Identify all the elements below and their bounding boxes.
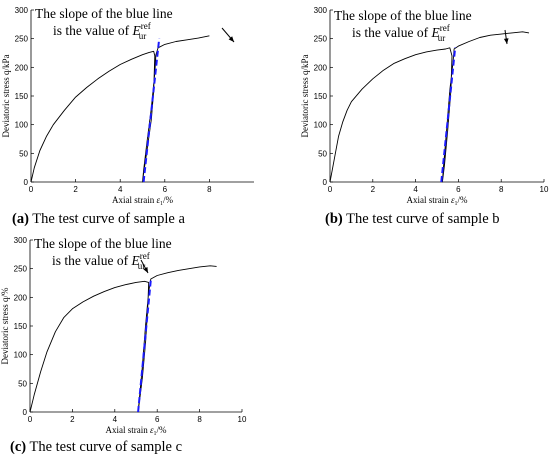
- y-tick-label: 250: [15, 35, 29, 44]
- y-tick-label: 50: [18, 379, 27, 388]
- annotation-line-2: is the value of Eref ur: [352, 23, 450, 43]
- y-tick-label: 200: [15, 63, 29, 72]
- x-tick-label: 2: [371, 185, 376, 194]
- annotation-line-1: The slope of the blue line: [334, 8, 472, 23]
- y-tick-label: 300: [314, 6, 328, 15]
- unload-reload-slope-line: [440, 47, 457, 183]
- y-tick-label: 100: [314, 121, 328, 130]
- y-tick-label: 50: [19, 149, 28, 158]
- x-tick-label: 8: [499, 185, 504, 194]
- x-axis-label: Axial strain ε1/%: [406, 195, 468, 207]
- y-axis-label: Deviatoric stress q/%: [0, 287, 10, 364]
- y-axis-label: Deviatoric stress q/kPa: [300, 55, 310, 138]
- y-tick-label: 200: [314, 63, 328, 72]
- x-tick-label: 6: [456, 185, 461, 194]
- unload-reload-slope-line: [142, 38, 161, 183]
- y-tick-label: 150: [314, 92, 328, 101]
- chart-c: 0 50 100 150 200 250 300 0 2 4 6 8 10 Axial strain ε1…: [0, 236, 247, 437]
- stress-strain-curve: [329, 31, 530, 183]
- caption-c-letter: (c): [10, 439, 27, 455]
- x-tick-label: 6: [163, 185, 168, 194]
- unload-reload-slope-line: [137, 280, 152, 413]
- caption-a: (a) The test curve of sample a: [12, 211, 185, 228]
- chart-a: 0 50 100 150 200 250 300 0 2 4 6 8 Axial strain ε1/%…: [1, 6, 254, 207]
- annotation-arrowhead: [228, 36, 234, 42]
- x-tick-label: 0: [28, 415, 33, 424]
- annotation-line-1: The slope of the blue line: [35, 6, 173, 21]
- x-tick-label: 4: [413, 185, 418, 194]
- y-tick-label: 250: [314, 35, 328, 44]
- caption-b-letter: (b): [325, 211, 343, 227]
- y-tick-label: 250: [14, 265, 28, 274]
- y-tick-label: 50: [318, 149, 327, 158]
- caption-b-text: The test curve of sample b: [342, 211, 500, 227]
- y-tick-label: 0: [24, 178, 29, 187]
- x-tick-label: 4: [118, 185, 123, 194]
- panel-b: 0 50 100 150 200 250 300 0 2 4 6 8 10 Axial strain ε1…: [275, 0, 550, 230]
- x-tick-label: 10: [238, 415, 247, 424]
- caption-c-text: The test curve of sample c: [26, 439, 183, 455]
- stress-strain-curve: [30, 35, 210, 183]
- x-tick-label: 0: [29, 185, 34, 194]
- y-tick-label: 0: [323, 178, 328, 187]
- y-axis-label: Deviatoric stress q/kPa: [1, 55, 11, 138]
- caption-a-letter: (a): [12, 211, 29, 227]
- annotation-line-2: is the value of Eref ur: [52, 251, 150, 271]
- y-tick-label: 300: [14, 236, 28, 245]
- caption-b: (b) The test curve of sample b: [325, 211, 500, 228]
- y-tick-label: 0: [23, 408, 28, 417]
- panel-c: 0 50 100 150 200 250 300 0 2 4 6 8 10 Axial strain ε1…: [0, 230, 275, 461]
- y-tick-label: 150: [14, 322, 28, 331]
- y-tick-label: 100: [15, 121, 29, 130]
- x-tick-label: 0: [328, 185, 333, 194]
- x-tick-label: 10: [540, 185, 549, 194]
- y-tick-label: 100: [14, 351, 28, 360]
- x-tick-label: 4: [113, 415, 118, 424]
- annotation-line-1: The slope of the blue line: [34, 236, 172, 251]
- y-tick-label: 300: [15, 6, 29, 15]
- annotation-arrowhead: [143, 267, 148, 273]
- x-tick-label: 8: [197, 415, 202, 424]
- x-tick-label: 6: [155, 415, 160, 424]
- caption-a-text: The test curve of sample a: [28, 211, 185, 227]
- x-axis-label: Axial strain ε1/%: [112, 195, 174, 207]
- x-tick-label: 8: [207, 185, 212, 194]
- y-tick-label: 200: [14, 293, 28, 302]
- panel-a: 0 50 100 150 200 250 300 0 2 4 6 8 Axial strain ε1/%…: [0, 0, 275, 230]
- x-axis-label: Axial strain ε1/%: [105, 425, 167, 437]
- stress-strain-curve: [29, 265, 217, 413]
- x-tick-label: 2: [70, 415, 75, 424]
- caption-c: (c) The test curve of sample c: [10, 439, 182, 456]
- y-tick-label: 150: [15, 92, 29, 101]
- chart-b: 0 50 100 150 200 250 300 0 2 4 6 8 10 Axial strain ε1…: [300, 6, 549, 207]
- annotation-arrowhead: [503, 38, 509, 44]
- annotation-line-2: is the value of Eref ur: [53, 21, 151, 41]
- x-tick-label: 2: [73, 185, 78, 194]
